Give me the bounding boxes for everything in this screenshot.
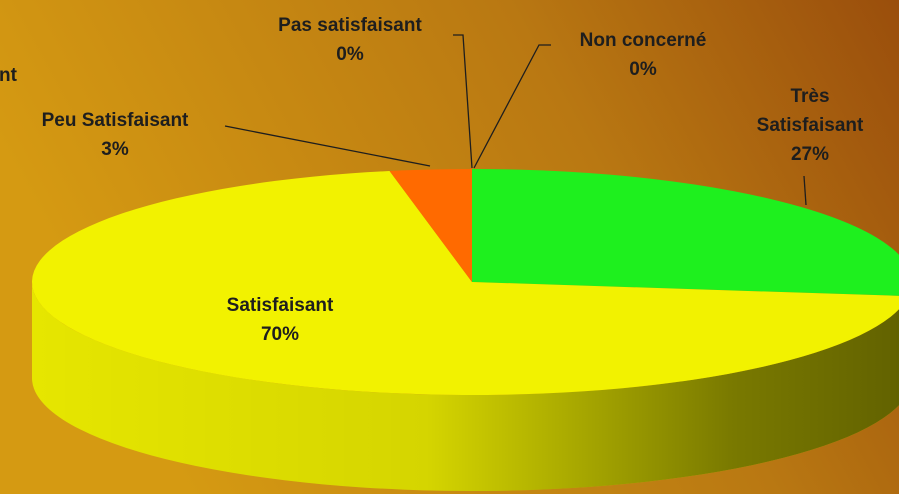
value-label: 0%: [629, 59, 657, 80]
category-label: Peu Satisfaisant: [42, 110, 189, 131]
leader-line: [473, 44, 551, 169]
label-line: Satisfaisant: [757, 115, 864, 136]
category-label: Très Satisfaisant: [757, 86, 864, 136]
label-line: Très: [790, 86, 829, 107]
slice: [472, 169, 899, 296]
slice-side-shade: [32, 282, 899, 491]
category-label: Pas satisfaisant: [278, 15, 422, 36]
leader-line: [224, 125, 431, 167]
cut-label: nt: [0, 65, 18, 86]
category-label: Satisfaisant: [227, 295, 334, 316]
value-label: 3%: [101, 139, 129, 160]
slice: [32, 171, 899, 395]
leader-line: [803, 175, 807, 206]
value-label: 70%: [261, 324, 299, 345]
category-label: Non concerné: [580, 30, 707, 51]
value-label: 27%: [791, 144, 829, 165]
leader-line: [453, 34, 473, 169]
pie: [32, 169, 899, 491]
slice: [389, 169, 472, 282]
value-label: 0%: [336, 44, 364, 65]
